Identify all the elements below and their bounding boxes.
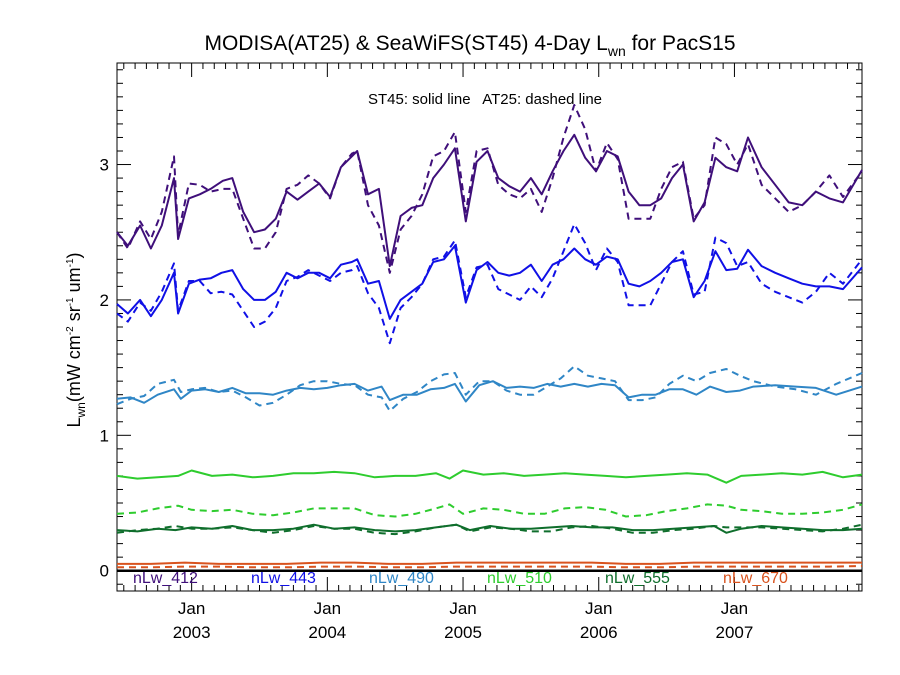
series-line-solid-nLw_555 [116, 523, 863, 534]
series-line-dashed-nLw_490 [116, 365, 863, 412]
legend: nLw_412 nLw_443 nLw_490 nLw_510 nLw_555 nLw_6… [133, 570, 788, 587]
y-tick-label: 0 [100, 562, 109, 581]
legend-entry: nLw_490 [369, 570, 434, 587]
series-line-solid-nLw_412 [116, 133, 863, 268]
series-line-dashed-nLw_510 [116, 503, 863, 518]
y-tick-label: 1 [100, 426, 109, 445]
series-line-solid-nLw_490 [116, 380, 863, 404]
axis-ticks: 0 1 2 3 Jan 2003 Jan 2004 Jan 2005 Jan 2006 Jan 2007 [100, 63, 862, 642]
series-line-dashed-nLw_443 [116, 223, 863, 345]
series-layer [116, 104, 863, 569]
x-tick-label-month: Jan [449, 599, 476, 618]
chart-title: MODISA(AT25) & SeaWiFS(ST45) 4-Day Lwn f… [204, 32, 735, 59]
legend-entry: nLw_510 [487, 570, 552, 587]
series-line-solid-nLw_510 [116, 469, 863, 484]
legend-entry: nLw_670 [723, 570, 788, 587]
x-tick-label-year: 2006 [580, 623, 618, 642]
series-annotation: ST45: solid line AT25: dashed line [368, 91, 602, 108]
x-tick-label-month: Jan [721, 599, 748, 618]
y-tick-label: 3 [100, 156, 109, 175]
y-axis-label: Lwn(mW cm-2 sr-1 um-1) [64, 252, 88, 427]
legend-entry: nLw_412 [133, 570, 198, 587]
x-tick-label-month: Jan [314, 599, 341, 618]
series-line-dashed-nLw_412 [116, 104, 863, 274]
x-tick-label-month: Jan [178, 599, 205, 618]
x-tick-label-year: 2003 [173, 623, 211, 642]
x-tick-label-year: 2005 [444, 623, 482, 642]
x-tick-label-year: 2004 [308, 623, 346, 642]
series-line-dashed-nLw_670 [117, 565, 863, 569]
series-line-solid-nLw_670 [117, 561, 862, 565]
x-tick-label-month: Jan [585, 599, 612, 618]
y-tick-label: 2 [100, 291, 109, 310]
x-tick-label-year: 2007 [716, 623, 754, 642]
series-line-solid-nLw_443 [116, 244, 863, 320]
legend-entry: nLw_555 [605, 570, 670, 587]
legend-entry: nLw_443 [251, 570, 316, 587]
